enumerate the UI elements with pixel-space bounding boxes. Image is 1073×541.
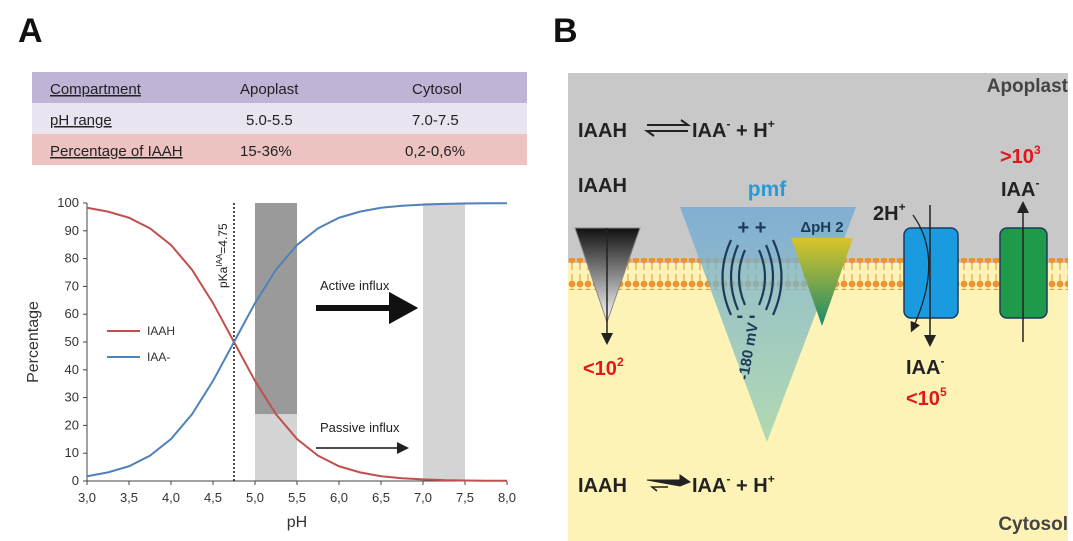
label-part: IAA — [215, 253, 224, 267]
shaded-region — [423, 203, 465, 481]
x-tick-label: 6,5 — [372, 490, 390, 505]
pmf-label: pmf — [748, 178, 788, 201]
arrow — [910, 214, 930, 333]
table-cell: 7.0-7.5 — [412, 112, 459, 129]
field-arcs — [721, 239, 783, 316]
x-tick-label: 6,0 — [330, 490, 348, 505]
x-tick-label: 3,5 — [120, 490, 138, 505]
table-row-bg — [32, 134, 527, 165]
table-header: Apoplast — [240, 81, 299, 98]
y-tick-label: 30 — [65, 390, 79, 405]
reference-label: pKaIAA=4.75 — [215, 223, 230, 288]
series-line — [86, 206, 507, 482]
species-label: IAA- — [906, 354, 944, 379]
x-tick-label: 3,0 — [78, 490, 96, 505]
x-tick-label: 4,5 — [204, 490, 222, 505]
equation: IAA- + H+ — [692, 117, 775, 142]
x-tick-label: 4,0 — [162, 490, 180, 505]
species-label: IAA- — [1001, 176, 1039, 201]
delta-ph-triangle — [791, 238, 853, 326]
table-row-bg — [32, 103, 527, 134]
annotation: Active influx — [320, 278, 390, 293]
table-cell: 0,2-0,6% — [405, 143, 465, 160]
y-tick-label: 70 — [65, 278, 79, 293]
table-header: Compartment — [50, 81, 142, 98]
shifted-arrow — [646, 474, 692, 492]
y-tick-label: 80 — [65, 251, 79, 266]
legend-label: IAA- — [147, 350, 170, 364]
series-line — [86, 202, 507, 478]
chart: 0 10 20 30 40 50 60 70 80 90 100 3,0 3,5 4,0 4,5 5,0 5,5… — [25, 195, 516, 531]
y-tick-label: 60 — [65, 306, 79, 321]
x-tick-label: 7,0 — [414, 490, 432, 505]
ratio: <105 — [906, 385, 947, 410]
importer — [903, 227, 959, 319]
panel-label: A — [18, 12, 43, 50]
ratio: >103 — [1000, 143, 1041, 168]
equilibrium-arrow — [643, 119, 692, 137]
shaded-region — [255, 414, 297, 481]
x-tick-label: 5,0 — [246, 490, 264, 505]
y-tick-label: 20 — [65, 417, 79, 432]
table-cell: pH range — [50, 112, 112, 129]
cotransport: 2H+ — [873, 200, 906, 225]
compartment-label: Apoplast — [987, 76, 1069, 97]
charge: - - — [737, 305, 756, 327]
y-tick-label: 40 — [65, 362, 79, 377]
annotation-arrow — [316, 291, 419, 325]
table-cell: 15-36% — [240, 143, 292, 160]
table-header: Cytosol — [412, 81, 462, 98]
table-header-bg — [32, 72, 527, 103]
x-tick-label: 5,5 — [288, 490, 306, 505]
equation: IAAH — [578, 120, 627, 142]
y-tick-label: 90 — [65, 223, 79, 238]
x-tick-label: 8,0 — [498, 490, 516, 505]
label-part: pKa — [216, 266, 230, 288]
y-axis-label: Percentage — [25, 301, 42, 383]
compartment-label: Cytosol — [998, 514, 1068, 535]
x-axis-label: pH — [287, 514, 307, 531]
annotation: Passive influx — [320, 420, 400, 435]
y-tick-label: 10 — [65, 445, 79, 460]
legend-label: IAAH — [147, 324, 175, 338]
table-cell: Percentage of IAAH — [50, 143, 183, 160]
species-label: IAAH — [578, 175, 627, 197]
shaded-region — [255, 203, 297, 415]
equation: IAA- + H+ — [692, 472, 775, 497]
y-tick-label: 100 — [57, 195, 79, 210]
equation: IAAH — [578, 475, 627, 497]
y-tick-label: 50 — [65, 334, 79, 349]
x-tick-label: 7,5 — [456, 490, 474, 505]
panel-label: B — [553, 12, 578, 50]
table-cell: 5.0-5.5 — [246, 112, 293, 129]
delta-ph: ΔpH 2 — [800, 219, 843, 236]
y-tick-label: 0 — [72, 473, 79, 488]
charge: + + — [738, 217, 767, 239]
label-part: =4.75 — [216, 223, 230, 254]
ratio: <102 — [583, 355, 624, 380]
